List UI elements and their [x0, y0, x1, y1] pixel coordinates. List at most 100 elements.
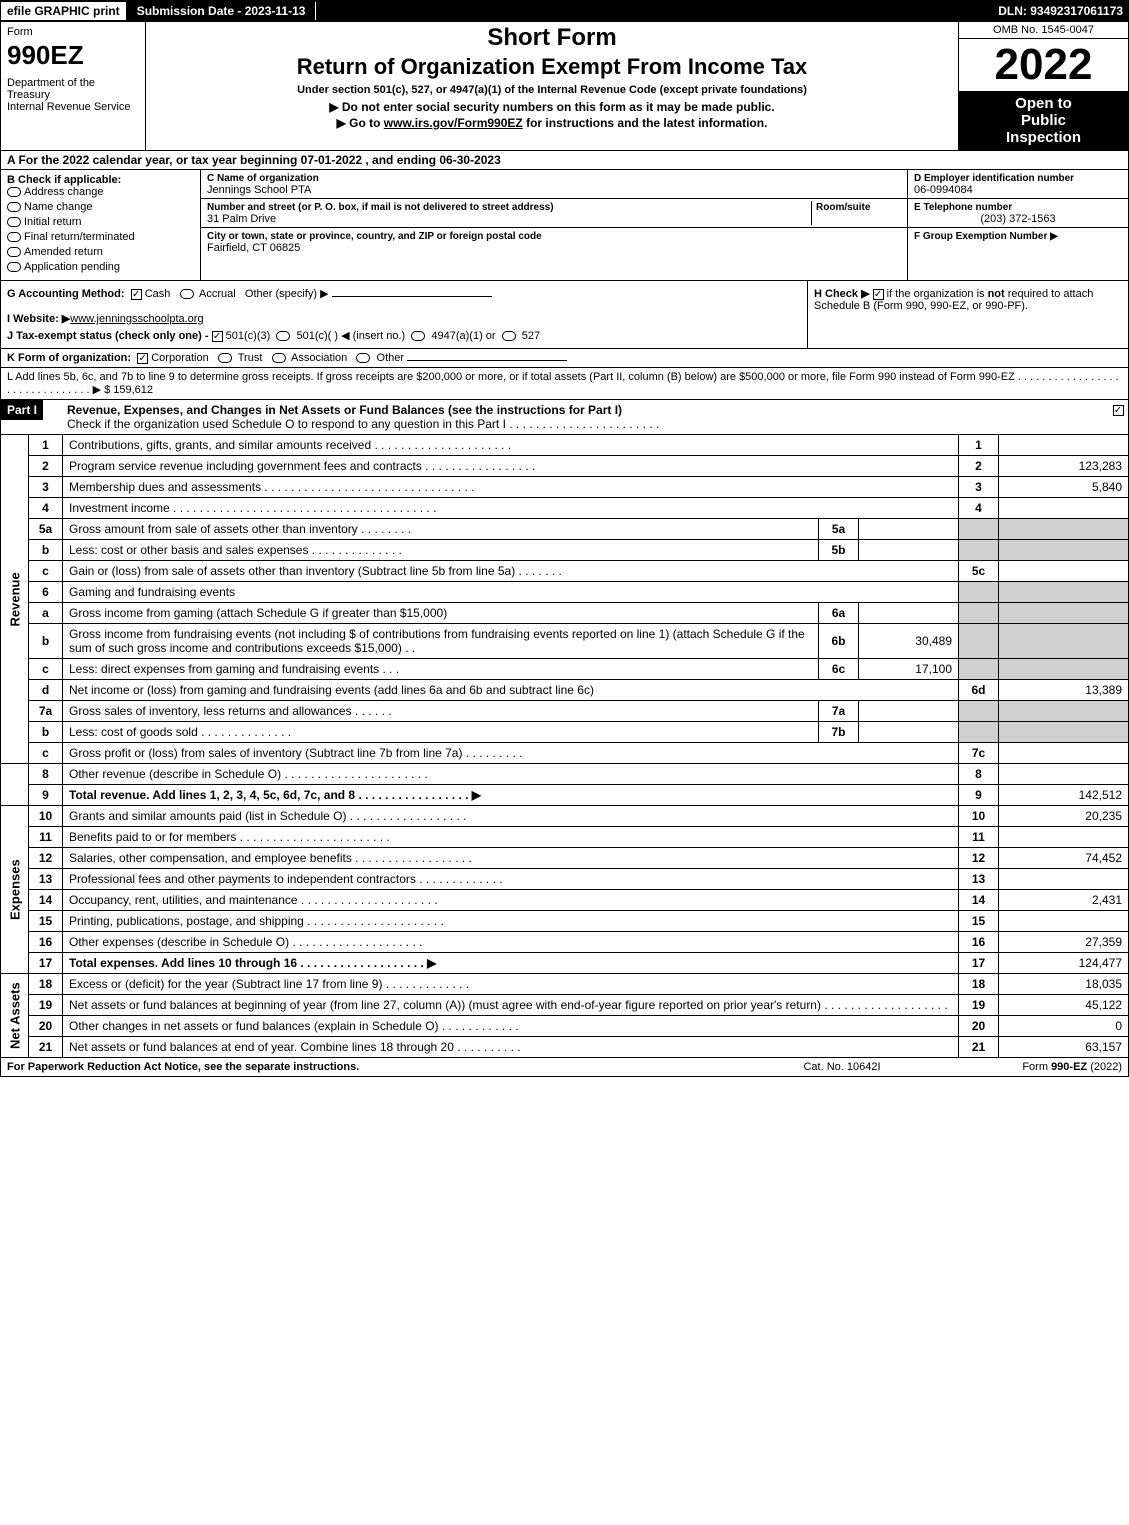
omb-number: OMB No. 1545-0047	[959, 22, 1128, 39]
line-15: 15 Printing, publications, postage, and …	[1, 911, 1129, 932]
website-value[interactable]: www.jenningsschoolpta.org	[70, 313, 203, 325]
line-7b: b Less: cost of goods sold . . . . . . .…	[1, 722, 1129, 743]
line2-post: for instructions and the latest informat…	[523, 116, 768, 130]
line-21: 21 Net assets or fund balances at end of…	[1, 1037, 1129, 1058]
line-2: 2 Program service revenue including gove…	[1, 456, 1129, 477]
j-label: J Tax-exempt status (check only one) -	[7, 330, 209, 342]
ein-value: 06-0994084	[914, 184, 973, 196]
line-13: 13 Professional fees and other payments …	[1, 869, 1129, 890]
line-18: Net Assets 18 Excess or (deficit) for th…	[1, 974, 1129, 995]
line-9: 9 Total revenue. Add lines 1, 2, 3, 4, 5…	[1, 785, 1129, 806]
return-title: Return of Organization Exempt From Incom…	[154, 54, 950, 80]
line-14: 14 Occupancy, rent, utilities, and maint…	[1, 890, 1129, 911]
info-grid: B Check if applicable: Address change Na…	[0, 170, 1129, 281]
chk-h[interactable]	[873, 289, 884, 300]
line-7a: 7a Gross sales of inventory, less return…	[1, 701, 1129, 722]
chk-name-change[interactable]: Name change	[7, 201, 194, 213]
other-specify-line[interactable]	[332, 296, 492, 297]
chk-cash[interactable]	[131, 289, 142, 300]
chk-application-pending[interactable]: Application pending	[7, 261, 194, 273]
cat-number: Cat. No. 10642I	[742, 1061, 942, 1073]
city-value: Fairfield, CT 06825	[207, 242, 300, 254]
chk-accrual[interactable]	[180, 289, 194, 299]
section-h: H Check ▶ if the organization is not req…	[808, 281, 1128, 348]
ein-row: D Employer identification number 06-0994…	[908, 170, 1128, 199]
section-def: D Employer identification number 06-0994…	[908, 170, 1128, 280]
c-label: C Name of organization	[207, 173, 319, 184]
paperwork-notice: For Paperwork Reduction Act Notice, see …	[7, 1061, 742, 1073]
form-header: Form 990EZ Department of the Treasury In…	[0, 22, 1129, 151]
i-label: I Website: ▶	[7, 313, 70, 325]
part1-schedule-o-check[interactable]	[1113, 405, 1124, 416]
line-6a: a Gross income from gaming (attach Sched…	[1, 603, 1129, 624]
org-name: Jennings School PTA	[207, 184, 311, 196]
form-code: 990EZ	[7, 40, 139, 71]
line-6b: b Gross income from fundraising events (…	[1, 624, 1129, 659]
accounting-method-row: G Accounting Method: Cash Accrual Other …	[7, 287, 801, 300]
line-20: 20 Other changes in net assets or fund b…	[1, 1016, 1129, 1037]
section-c: C Name of organization Jennings School P…	[201, 170, 908, 280]
chk-501c3[interactable]	[212, 331, 223, 342]
subtitle: Under section 501(c), 527, or 4947(a)(1)…	[154, 84, 950, 96]
chk-trust[interactable]	[218, 353, 232, 363]
h-label: H Check ▶	[814, 288, 870, 300]
expenses-side-label: Expenses	[1, 806, 29, 974]
part1-badge: Part I	[1, 400, 43, 420]
chk-501c[interactable]	[276, 331, 290, 341]
room-label: Room/suite	[816, 202, 870, 213]
line2-pre: ▶ Go to	[337, 116, 384, 130]
tax-year: 2022	[959, 39, 1128, 91]
city-row: City or town, state or province, country…	[201, 228, 907, 256]
org-name-row: C Name of organization Jennings School P…	[201, 170, 907, 199]
header-left: Form 990EZ Department of the Treasury In…	[1, 22, 146, 150]
other-org-line[interactable]	[407, 360, 567, 361]
dln-label: DLN: 93492317061173	[992, 2, 1129, 20]
open-public-block: Open to Public Inspection	[959, 91, 1128, 150]
section-gh: G Accounting Method: Cash Accrual Other …	[0, 281, 1129, 349]
short-form-title: Short Form	[154, 24, 950, 52]
chk-address-change[interactable]: Address change	[7, 186, 194, 198]
address-row: Number and street (or P. O. box, if mail…	[201, 199, 907, 228]
warn-line-1: ▶ Do not enter social security numbers o…	[154, 100, 950, 114]
line-6c: c Less: direct expenses from gaming and …	[1, 659, 1129, 680]
line-5c: c Gain or (loss) from sale of assets oth…	[1, 561, 1129, 582]
section-a-text: A For the 2022 calendar year, or tax yea…	[7, 153, 501, 167]
k-label: K Form of organization:	[7, 352, 131, 364]
line-12: 12 Salaries, other compensation, and emp…	[1, 848, 1129, 869]
addr-value: 31 Palm Drive	[207, 213, 276, 225]
chk-amended-return[interactable]: Amended return	[7, 246, 194, 258]
part1-title: Revenue, Expenses, and Changes in Net As…	[61, 400, 1108, 434]
chk-527[interactable]	[502, 331, 516, 341]
dept-treasury: Department of the Treasury	[7, 77, 139, 101]
g-label: G Accounting Method:	[7, 288, 125, 300]
website-row: I Website: ▶www.jenningsschoolpta.org	[7, 312, 801, 325]
d-label: D Employer identification number	[914, 173, 1074, 184]
header-center: Short Form Return of Organization Exempt…	[146, 22, 958, 150]
irs-label: Internal Revenue Service	[7, 101, 139, 113]
line-6d: d Net income or (loss) from gaming and f…	[1, 680, 1129, 701]
chk-final-return[interactable]: Final return/terminated	[7, 231, 194, 243]
line-7c: c Gross profit or (loss) from sales of i…	[1, 743, 1129, 764]
line-11: 11 Benefits paid to or for members . . .…	[1, 827, 1129, 848]
line-10: Expenses 10 Grants and similar amounts p…	[1, 806, 1129, 827]
warn-line-2: ▶ Go to www.irs.gov/Form990EZ for instru…	[154, 116, 950, 130]
page-footer: For Paperwork Reduction Act Notice, see …	[0, 1058, 1129, 1077]
chk-corporation[interactable]	[137, 353, 148, 364]
revenue-side-label: Revenue	[1, 435, 29, 764]
efile-print-label[interactable]: efile GRAPHIC print	[0, 1, 127, 21]
chk-4947[interactable]	[411, 331, 425, 341]
chk-initial-return[interactable]: Initial return	[7, 216, 194, 228]
phone-row: E Telephone number (203) 372-1563	[908, 199, 1128, 228]
top-bar: efile GRAPHIC print Submission Date - 20…	[0, 0, 1129, 22]
header-right: OMB No. 1545-0047 2022 Open to Public In…	[958, 22, 1128, 150]
inspection: Inspection	[961, 129, 1126, 146]
public: Public	[961, 112, 1126, 129]
tax-exempt-row: J Tax-exempt status (check only one) - 5…	[7, 329, 801, 342]
phone-value: (203) 372-1563	[914, 213, 1122, 225]
addr-label: Number and street (or P. O. box, if mail…	[207, 202, 554, 213]
section-b: B Check if applicable: Address change Na…	[1, 170, 201, 280]
chk-association[interactable]	[272, 353, 286, 363]
line-6: 6 Gaming and fundraising events	[1, 582, 1129, 603]
irs-link[interactable]: www.irs.gov/Form990EZ	[384, 116, 523, 130]
chk-other-org[interactable]	[356, 353, 370, 363]
